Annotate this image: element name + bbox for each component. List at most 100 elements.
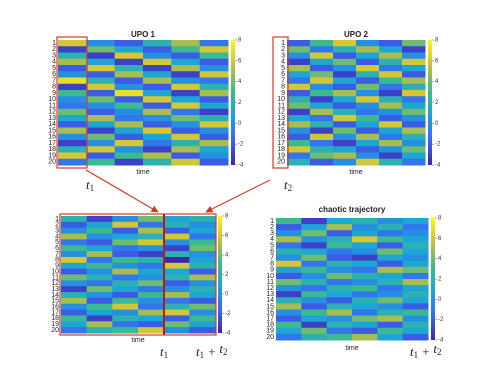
x-axis-label: time [136,169,149,176]
heatmap-cell [61,239,88,246]
heatmap-cell [199,71,229,78]
heatmap-cell [301,224,328,231]
heatmap-cell [189,327,216,334]
heatmap-cell [377,218,404,225]
heatmap-cell [326,321,353,329]
heatmap-cell [333,146,357,153]
arrow [205,179,271,213]
heatmap-cell [199,40,229,47]
heatmap-cell [379,108,403,116]
colorbar-tick-label: -4 [438,338,444,344]
row-label: 1 [281,40,285,47]
heatmap-cell [402,115,426,122]
colorbar-tick-label: -2 [438,317,444,323]
heatmap-cell [352,309,378,317]
heatmap-cell [402,158,426,166]
heatmap-cell [138,280,165,287]
heatmap-cell [163,262,190,270]
heatmap-cell [402,102,426,110]
heatmap-cell [402,230,429,237]
heatmap-cell [143,146,172,153]
heatmap-cell [138,292,165,299]
heatmap-cell [86,227,113,235]
heatmap-cell [276,260,302,268]
heatmap-cell [326,285,353,292]
heatmap-cell [86,77,116,85]
heatmap-cell [310,71,334,78]
heatmap-cell [276,327,302,335]
colorbar-tick-label: 0 [238,121,242,127]
heatmap-cell [114,46,144,53]
heatmap-cell [199,46,229,53]
row-label: 9 [270,267,274,274]
row-label: 5 [55,239,59,246]
colorbar-tick-label: -2 [435,142,441,148]
heatmap-cell [402,40,426,47]
time-annotation: t1 + t2 [196,341,228,360]
heatmap-cell [402,90,426,97]
time-annotation: t2 [284,177,292,193]
heatmap-cell [138,303,165,311]
heatmap-cell [326,279,353,286]
row-label: 19 [266,328,274,335]
row-label: 8 [281,84,285,91]
heatmap-cell [112,262,139,270]
heatmap-cell [199,90,229,97]
heatmap-cell [86,133,116,141]
row-label: 4 [281,59,285,66]
heatmap-cell [402,52,426,60]
highlight-box [59,213,217,336]
row-label: 5 [270,242,274,249]
symbol: t [284,177,288,192]
heatmap-cell [114,77,144,85]
heatmap-cell [143,108,172,116]
heatmap-cell [86,321,113,328]
row-label: 14 [51,292,59,299]
heatmap-cell [112,274,139,281]
heatmap-cell [326,327,353,335]
heatmap-cell [402,272,429,280]
heatmap-cell [189,256,216,264]
time-annotation: t1 + t2 [410,341,442,360]
heatmap-cell [402,58,426,66]
row-label: 7 [270,254,274,261]
heatmap-cell [138,274,165,281]
colorbar-tick-label: -4 [238,163,244,169]
heatmap-cell [86,121,116,128]
heatmap-cell [58,152,87,160]
x-axis-label: time [131,337,144,344]
heatmap-cell [356,52,380,60]
colorbar-tick-label: -2 [225,311,231,317]
heatmap-cell [402,152,426,160]
row-label: 11 [52,274,59,281]
heatmap-cell [163,280,190,287]
heatmap-cell [301,230,328,237]
heatmap-cell [171,90,201,97]
heatmap-cell [199,121,229,128]
heatmap-cell [189,274,216,281]
heatmap-cell [114,40,144,47]
heatmap-cell [276,224,302,231]
heatmap-cell [58,77,87,85]
row-label: 2 [270,224,274,231]
heatmap-cell [171,65,201,72]
heatmap-cell [333,52,357,60]
heatmap-cell [189,262,216,270]
heatmap-cell [379,140,403,147]
heatmap-cell [276,291,302,298]
heatmap-cell [333,96,357,103]
heatmap-cell [326,333,353,341]
heatmap-cell [287,83,311,91]
heatmap-cell [86,46,116,53]
heatmap-cell [143,83,172,91]
heatmap-cell [377,230,404,237]
colorbar-tick-label: 2 [435,100,439,106]
heatmap-cell [143,121,172,128]
heatmap-cell [138,309,165,316]
heatmap-cell [379,102,403,110]
heatmap-cell [189,292,216,299]
heatmap-cell [379,83,403,91]
heatmap-cell [287,65,311,72]
heatmap-cell [86,309,113,316]
heatmap-cell [61,227,88,235]
